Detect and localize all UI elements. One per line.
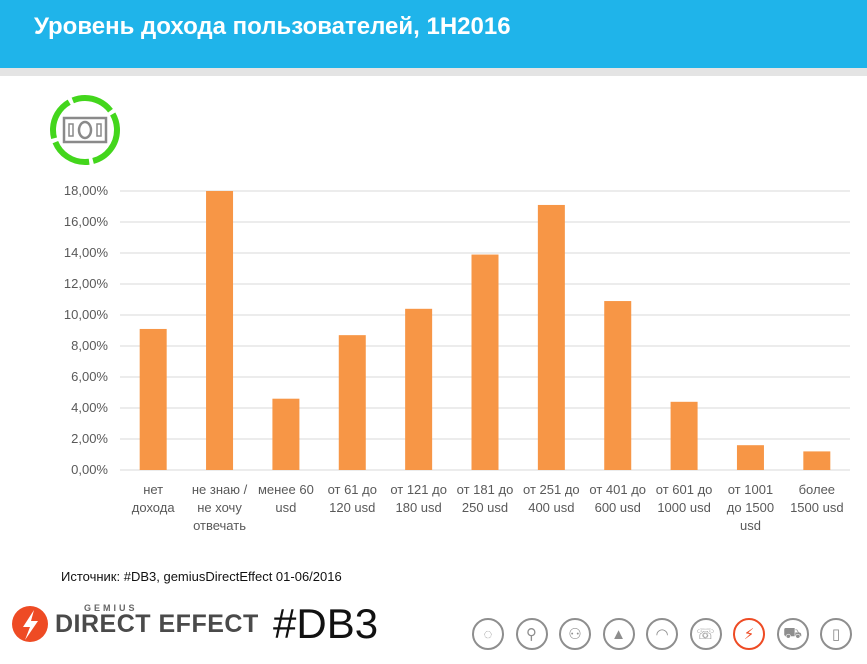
- cart-icon[interactable]: ⛟: [776, 618, 809, 650]
- y-tick-label: 8,00%: [71, 338, 108, 353]
- bar: [537, 204, 565, 470]
- bar: [338, 335, 366, 470]
- y-tick-label: 2,00%: [71, 431, 108, 446]
- x-tick-label: от 1001 до 1500 usd: [727, 482, 774, 533]
- bar: [803, 451, 831, 470]
- logo-gemius-text: GEMIUS: [84, 603, 138, 613]
- y-tick-label: 18,00%: [64, 183, 109, 198]
- bar: [471, 254, 499, 470]
- x-tick-label: не знаю / не хочу отвечать: [192, 482, 248, 533]
- lightning-icon[interactable]: ⚡: [733, 618, 765, 650]
- x-tick-label: менее 60 usd: [258, 482, 314, 515]
- bar: [604, 301, 632, 470]
- x-tick-label: от 251 до 400 usd: [523, 482, 580, 515]
- wifi-icon[interactable]: ◠: [646, 618, 678, 650]
- x-tick-label: от 61 до 120 usd: [328, 482, 377, 515]
- megaphone-icon[interactable]: ◌: [472, 618, 504, 650]
- bar: [405, 308, 433, 470]
- x-tick-label: нет дохода: [132, 482, 176, 515]
- gemius-logo-icon: [12, 606, 48, 642]
- y-tick-label: 12,00%: [64, 276, 109, 291]
- hashtag-db3: #DB3: [273, 600, 379, 647]
- phone-icon[interactable]: ☏: [689, 618, 722, 650]
- x-tick-label: от 121 до 180 usd: [390, 482, 447, 515]
- bar: [670, 401, 698, 470]
- chart-svg: 0,00% 2,00% 4,00% 6,00% 8,00% 10,00% 12,00% 14,…: [64, 183, 850, 533]
- y-tick-label: 16,00%: [64, 214, 109, 229]
- people-icon[interactable]: ⚇: [559, 618, 591, 650]
- logo-direct-effect: DIRECT EFFECT: [55, 610, 259, 638]
- income-bar-chart: 0,00% 2,00% 4,00% 6,00% 8,00% 10,00% 12,00% 14,…: [0, 170, 867, 550]
- header-bar: Уровень дохода пользователей, 1H2016: [0, 0, 867, 68]
- x-tick-label: от 181 до 250 usd: [457, 482, 514, 515]
- chart-triangle-icon[interactable]: ▲: [602, 618, 635, 650]
- section-nav: ◌ ⚲ ⚇ ▲ ◠ ☏ ⚡ ⛟ ▯: [470, 618, 860, 658]
- y-tick-label: 14,00%: [64, 245, 109, 260]
- source-note: Источник: #DB3, gemiusDirectEffect 01-06…: [61, 569, 342, 584]
- y-tick-label: 4,00%: [71, 400, 108, 415]
- x-tick-label: более 1500 usd: [790, 482, 844, 515]
- mobile-icon[interactable]: ▯: [820, 618, 852, 650]
- location-pin-icon[interactable]: ⚲: [515, 618, 548, 650]
- y-tick-label: 10,00%: [64, 307, 109, 322]
- bar: [272, 398, 300, 470]
- bar: [139, 328, 167, 470]
- bar: [206, 191, 234, 470]
- y-tick-label: 6,00%: [71, 369, 108, 384]
- y-tick-label: 0,00%: [71, 462, 108, 477]
- header-divider: [0, 68, 867, 76]
- x-tick-label: от 401 до 600 usd: [589, 482, 646, 515]
- page-title: Уровень дохода пользователей, 1H2016: [34, 13, 511, 40]
- x-tick-label: от 601 до 1000 usd: [656, 482, 713, 515]
- bar: [736, 445, 764, 470]
- money-bill-icon: [50, 95, 120, 165]
